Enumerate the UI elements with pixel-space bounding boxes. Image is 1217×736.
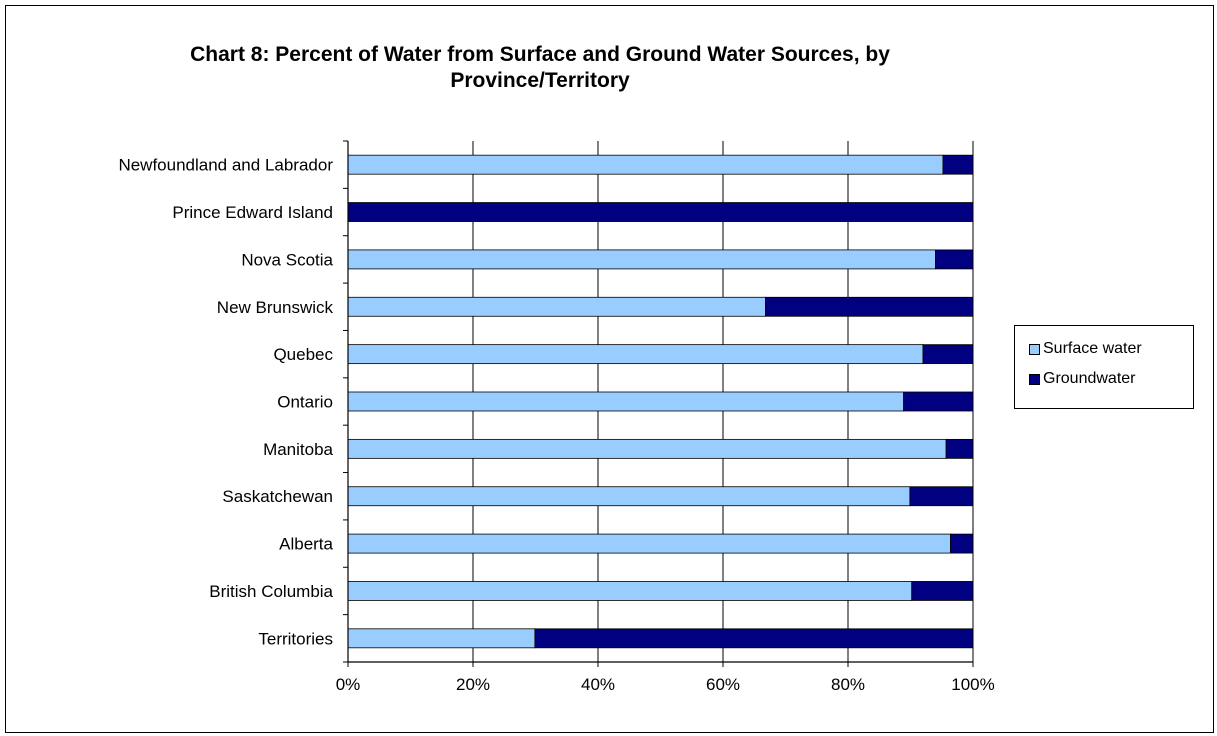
- bar-groundwater: [950, 533, 974, 554]
- legend-label-groundwater: Groundwater: [1043, 370, 1136, 387]
- x-tick-label: 20%: [456, 675, 490, 694]
- bar-surface-water: [347, 391, 905, 412]
- category-label: Prince Edward Island: [172, 203, 333, 222]
- legend-swatch-surface-water: [1029, 343, 1040, 355]
- legend-label-surface-water: Surface water: [1043, 340, 1142, 357]
- x-tick-label: 40%: [581, 675, 615, 694]
- bar-surface-water: [347, 296, 766, 317]
- category-label: Territories: [258, 629, 333, 648]
- x-tick-label: 0%: [336, 675, 361, 694]
- legend-swatch-groundwater: [1029, 373, 1040, 385]
- category-label: Newfoundland and Labrador: [118, 156, 333, 175]
- category-label: Alberta: [279, 535, 333, 554]
- bar-surface-water: [347, 344, 924, 365]
- x-tick-label: 60%: [706, 675, 740, 694]
- bar-groundwater: [922, 344, 974, 365]
- bar-surface-water: [347, 249, 936, 270]
- category-label: Nova Scotia: [241, 250, 333, 269]
- legend-item-surface-water: Surface water: [1029, 340, 1142, 358]
- bar-groundwater: [765, 296, 974, 317]
- bar-groundwater: [534, 628, 974, 649]
- bar-surface-water: [347, 486, 911, 507]
- bar-groundwater: [945, 438, 974, 459]
- category-label: Saskatchewan: [222, 487, 333, 506]
- legend: Surface water Groundwater: [1014, 325, 1194, 409]
- bar-groundwater: [935, 249, 974, 270]
- category-label: British Columbia: [209, 582, 333, 601]
- x-tick-label: 80%: [831, 675, 865, 694]
- category-label: New Brunswick: [217, 298, 334, 317]
- bar-surface-water: [347, 581, 913, 601]
- category-label: Ontario: [277, 393, 333, 412]
- chart-frame: [5, 5, 1214, 733]
- bar-surface-water: [347, 533, 951, 554]
- category-label: Manitoba: [263, 440, 333, 459]
- bar-groundwater: [942, 154, 974, 175]
- bar-groundwater: [347, 202, 974, 222]
- chart-title: Chart 8: Percent of Water from Surface a…: [190, 43, 890, 92]
- legend-item-groundwater: Groundwater: [1029, 370, 1136, 388]
- bar-groundwater: [911, 581, 974, 601]
- x-tick-label: 100%: [951, 675, 994, 694]
- bar-groundwater: [909, 486, 974, 507]
- bar-surface-water: [347, 438, 947, 459]
- bar-surface-water: [347, 628, 536, 649]
- bar-surface-water: [347, 154, 944, 175]
- category-label: Quebec: [273, 345, 333, 364]
- bar-groundwater: [903, 391, 974, 412]
